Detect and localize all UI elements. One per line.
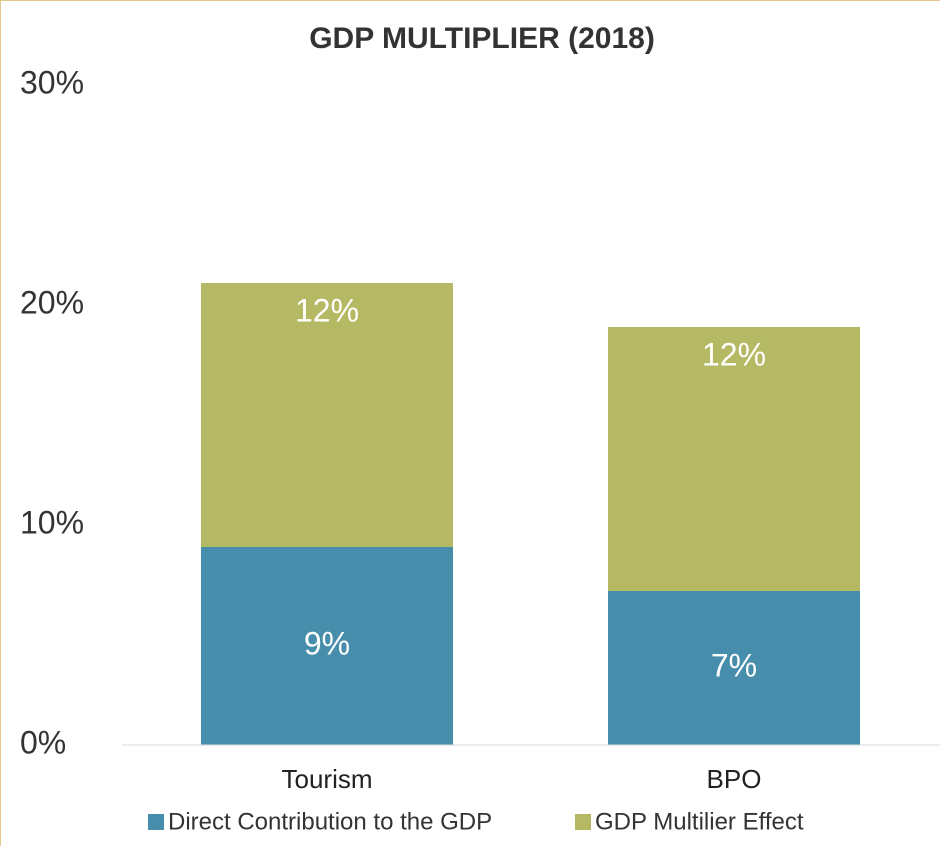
legend-label: Direct Contribution to the GDP	[168, 808, 492, 835]
bar-segment	[608, 591, 860, 745]
y-tick-label: 30%	[20, 64, 84, 100]
chart-title: GDP MULTIPLIER (2018)	[309, 22, 655, 55]
data-label: 12%	[295, 292, 359, 328]
bar-segment	[201, 283, 453, 547]
bar-segment	[608, 327, 860, 591]
y-tick-label: 20%	[20, 284, 84, 320]
data-label: 7%	[711, 647, 757, 683]
legend-label: GDP Multilier Effect	[595, 808, 804, 835]
legend-swatch	[148, 814, 164, 830]
y-tick-label: 0%	[20, 724, 66, 760]
legend-swatch	[575, 814, 591, 830]
bar-segment	[201, 547, 453, 745]
x-tick-label: BPO	[707, 764, 762, 794]
x-tick-label: Tourism	[281, 764, 372, 794]
data-label: 12%	[702, 336, 766, 372]
y-tick-label: 10%	[20, 504, 84, 540]
data-label: 9%	[304, 625, 350, 661]
